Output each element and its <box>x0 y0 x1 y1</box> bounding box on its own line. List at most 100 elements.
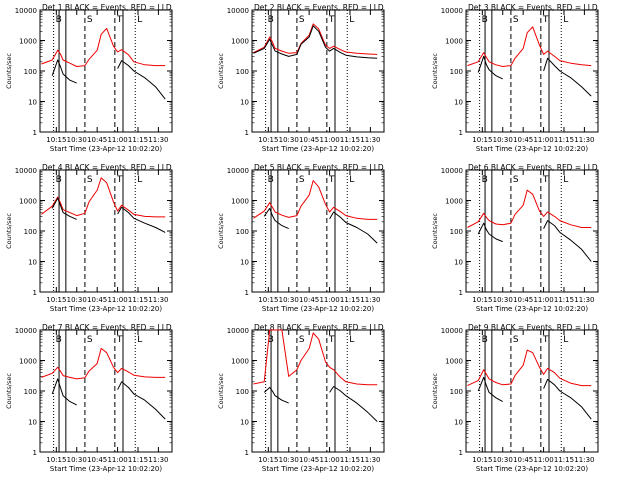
x-tick-label: 10:15 <box>472 456 492 464</box>
x-axis-label: Start Time (23-Apr-12 10:02:20) <box>50 305 162 313</box>
y-tick-label: 1000 <box>19 198 37 206</box>
x-tick-label: 10:45 <box>513 136 533 144</box>
region-marker-s: S <box>87 15 93 25</box>
panel-det-5: 1 10 100 1000 10000 10:15 10:30 10:45 11:00 11:15… <box>217 163 385 313</box>
y-tick-label: 10 <box>240 419 249 427</box>
y-tick-label: 10 <box>454 99 463 107</box>
region-marker-l: L <box>563 175 568 185</box>
x-tick-label: 11:00 <box>107 136 127 144</box>
x-tick-label: 11:30 <box>148 136 168 144</box>
panel-det-7: 1 10 100 1000 10000 10:15 10:30 10:45 11:00 11:15… <box>5 323 173 473</box>
panel-title: Det 2 BLACK = Events, RED = LLD <box>254 3 384 12</box>
y-axis-label: Counts/sec <box>431 53 439 89</box>
region-marker-l: L <box>563 335 568 345</box>
y-tick-label: 10000 <box>15 327 37 335</box>
series-lld-line <box>41 347 166 380</box>
region-marker-t: T <box>116 15 123 25</box>
series-lld-line <box>253 180 378 220</box>
y-tick-label: 1 <box>459 289 463 297</box>
region-marker-s: S <box>513 335 519 345</box>
y-tick-label: 1 <box>459 129 463 137</box>
region-marker-t: T <box>542 15 549 25</box>
region-marker-l: L <box>137 15 142 25</box>
y-tick-label: 10 <box>28 99 37 107</box>
panel-title: Det 1 BLACK = Events, RED = LLD <box>42 3 172 12</box>
y-tick-label: 1 <box>245 289 249 297</box>
y-tick-label: 1 <box>33 449 37 457</box>
series-events-line <box>477 220 592 262</box>
x-tick-label: 11:15 <box>340 296 360 304</box>
x-tick-label: 11:15 <box>340 456 360 464</box>
region-marker-t: T <box>542 335 549 345</box>
x-tick-label: 10:45 <box>299 136 319 144</box>
y-axis-label: Counts/sec <box>5 373 13 409</box>
x-tick-label: 11:00 <box>319 136 339 144</box>
x-tick-label: 10:45 <box>513 456 533 464</box>
region-marker-b: B <box>56 175 62 185</box>
x-axis-label: Start Time (23-Apr-12 10:02:20) <box>50 465 162 473</box>
x-axis-label: Start Time (23-Apr-12 10:02:20) <box>262 145 374 153</box>
region-marker-b: B <box>482 175 488 185</box>
x-tick-label: 11:00 <box>107 456 127 464</box>
y-tick-label: 1 <box>33 289 37 297</box>
y-tick-label: 10000 <box>441 327 463 335</box>
y-tick-label: 1000 <box>19 358 37 366</box>
panel-title: Det 6 BLACK = Events, RED = LLD <box>468 163 598 172</box>
x-tick-label: 10:15 <box>472 136 492 144</box>
region-marker-b: B <box>482 15 488 25</box>
region-marker-b: B <box>482 335 488 345</box>
y-axis-label: Counts/sec <box>217 53 225 89</box>
y-tick-label: 1000 <box>231 38 249 46</box>
x-tick-label: 11:30 <box>360 456 380 464</box>
region-marker-l: L <box>349 175 354 185</box>
x-tick-label: 10:30 <box>493 456 513 464</box>
x-tick-label: 10:45 <box>299 456 319 464</box>
x-tick-label: 11:30 <box>148 456 168 464</box>
panel-det-6: 1 10 100 1000 10000 10:15 10:30 10:45 11:00 11:15… <box>431 163 599 313</box>
x-axis-label: Start Time (23-Apr-12 10:02:20) <box>262 305 374 313</box>
region-marker-l: L <box>349 335 354 345</box>
panel-det-1: 1 10 100 1000 10000 10:15 10:30 10:45 11:00 11:15… <box>5 3 173 153</box>
plot-frame <box>465 169 599 293</box>
y-tick-label: 1 <box>459 449 463 457</box>
x-tick-label: 11:15 <box>554 456 574 464</box>
x-tick-label: 10:30 <box>67 296 87 304</box>
x-tick-label: 11:00 <box>533 136 553 144</box>
x-tick-label: 10:45 <box>87 296 107 304</box>
x-tick-label: 11:30 <box>574 456 594 464</box>
x-tick-label: 10:30 <box>493 136 513 144</box>
y-tick-label: 100 <box>236 68 249 76</box>
region-marker-b: B <box>268 15 274 25</box>
plot-frame <box>39 9 173 133</box>
y-axis-label: Counts/sec <box>5 213 13 249</box>
y-tick-label: 10000 <box>227 7 249 15</box>
x-tick-label: 10:45 <box>87 136 107 144</box>
y-axis-label: Counts/sec <box>217 373 225 409</box>
region-marker-t: T <box>116 175 123 185</box>
y-tick-label: 10 <box>240 259 249 267</box>
region-marker-t: T <box>328 335 335 345</box>
region-marker-s: S <box>87 175 93 185</box>
y-tick-label: 10 <box>28 259 37 267</box>
x-tick-label: 10:15 <box>46 456 66 464</box>
region-marker-l: L <box>349 15 354 25</box>
panel-det-3: 1 10 100 1000 10000 10:15 10:30 10:45 11:00 11:15… <box>431 3 599 153</box>
y-tick-label: 1 <box>33 129 37 137</box>
y-tick-label: 10 <box>240 99 249 107</box>
y-tick-label: 1000 <box>445 198 463 206</box>
region-marker-s: S <box>513 15 519 25</box>
x-tick-label: 11:30 <box>574 136 594 144</box>
x-tick-label: 11:15 <box>340 136 360 144</box>
panel-det-9: 1 10 100 1000 10000 10:15 10:30 10:45 11:00 11:15… <box>431 323 599 473</box>
x-axis-label: Start Time (23-Apr-12 10:02:20) <box>50 145 162 153</box>
y-tick-label: 100 <box>450 228 463 236</box>
x-tick-label: 10:30 <box>493 296 513 304</box>
x-tick-label: 11:15 <box>554 136 574 144</box>
region-marker-s: S <box>299 335 305 345</box>
x-tick-label: 10:30 <box>67 136 87 144</box>
region-marker-b: B <box>56 15 62 25</box>
panel-title: Det 9 BLACK = Events, RED = LLD <box>468 323 598 332</box>
x-tick-label: 10:45 <box>87 456 107 464</box>
region-marker-t: T <box>328 175 335 185</box>
series-lld-line <box>253 23 378 55</box>
